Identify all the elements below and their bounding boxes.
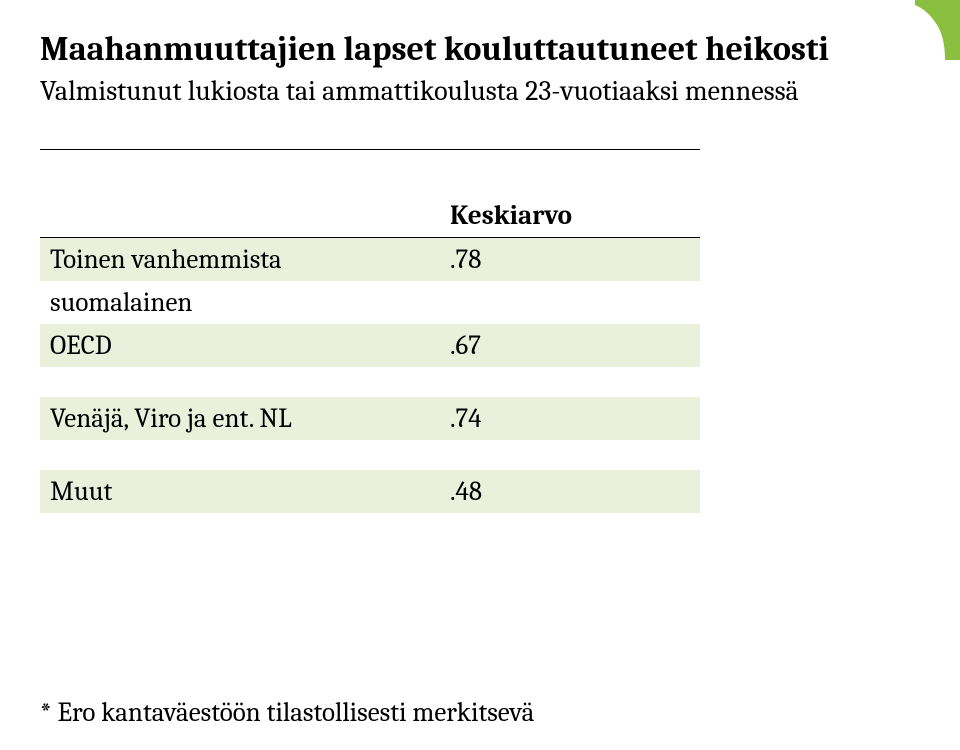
page-title: Maahanmuuttajien lapset kouluttautuneet … <box>40 28 920 71</box>
table-cell-value: .67 <box>440 324 700 367</box>
table-header-blank <box>40 150 440 238</box>
table-cell-label: Toinen vanhemmista <box>40 238 440 281</box>
table-row: Muut .48 <box>40 470 700 513</box>
table-cell-label: Venäjä, Viro ja ent. NL <box>40 397 440 440</box>
corner-decoration <box>900 0 960 60</box>
table-row: Toinen vanhemmista .78 <box>40 238 700 281</box>
table-row: Venäjä, Viro ja ent. NL .74 <box>40 397 700 440</box>
table-header-value: Keskiarvo <box>440 150 700 238</box>
page-subtitle: Valmistunut lukiosta tai ammattikoulusta… <box>40 73 920 109</box>
table-gap <box>40 440 700 470</box>
table-row: suomalainen <box>40 281 700 324</box>
table-cell-value: .78 <box>440 238 700 281</box>
table-cell-label: suomalainen <box>40 281 440 324</box>
table-row: OECD .67 <box>40 324 700 367</box>
table-cell-value <box>440 281 700 324</box>
table-cell-label: Muut <box>40 470 440 513</box>
table-gap <box>40 367 700 397</box>
table-cell-value: .74 <box>440 397 700 440</box>
table-cell-value: .48 <box>440 470 700 513</box>
table-header-row: Keskiarvo <box>40 150 700 238</box>
table-cell-label: OECD <box>40 324 440 367</box>
footnote: * Ero kantaväestöön tilastollisesti merk… <box>40 697 534 728</box>
page: Maahanmuuttajien lapset kouluttautuneet … <box>0 0 960 513</box>
data-table: Keskiarvo Toinen vanhemmista .78 suomala… <box>40 149 700 513</box>
